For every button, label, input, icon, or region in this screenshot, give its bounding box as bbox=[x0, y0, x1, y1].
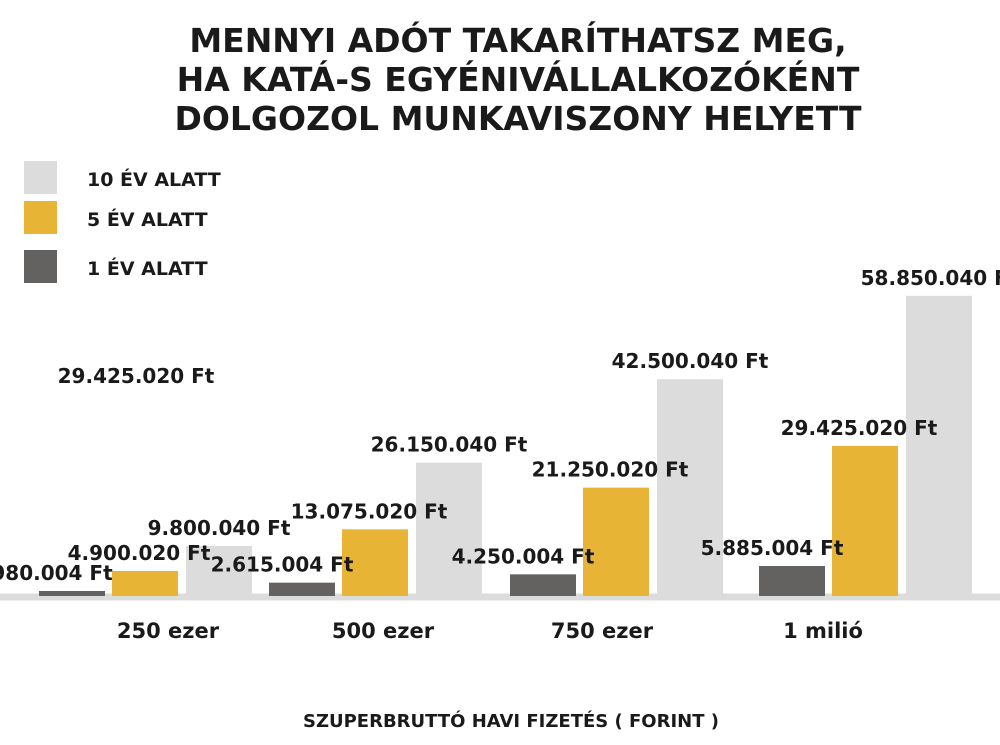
bar bbox=[186, 546, 252, 596]
chart-data-labels: 980.004 Ft4.900.020 Ft9.800.040 Ft 2.615.… bbox=[0, 266, 1000, 585]
bar bbox=[583, 487, 649, 596]
chart-category-labels: 250 ezer 500 ezer 750 ezer 1 milió bbox=[117, 619, 863, 643]
chart-extra-labels: 29.425.020 Ft bbox=[58, 364, 215, 388]
bar bbox=[112, 571, 178, 596]
data-label: 13.075.020 Ft bbox=[291, 499, 448, 523]
category-label: 1 milió bbox=[783, 619, 863, 643]
data-label: 26.150.040 Ft bbox=[371, 433, 528, 457]
bar bbox=[657, 379, 723, 596]
category-label: 750 ezer bbox=[551, 619, 654, 643]
legend-swatch bbox=[24, 201, 57, 234]
data-label: 5.885.004 Ft bbox=[701, 536, 844, 560]
x-axis-title: SZUPERBRUTTÓ HAVI FIZETÉS ( FORINT ) bbox=[303, 710, 719, 732]
data-label: 29.425.020 Ft bbox=[781, 416, 938, 440]
legend-swatch bbox=[24, 161, 57, 194]
legend-label: 5 ÉV ALATT bbox=[87, 208, 208, 231]
chart-title: MENNYI ADÓT TAKARÍTHATSZ MEG,HA KATÁ-S E… bbox=[174, 20, 862, 138]
bar bbox=[342, 529, 408, 596]
data-label: 2.615.004 Ft bbox=[211, 553, 354, 577]
data-label: 980.004 Ft bbox=[0, 561, 113, 585]
bar bbox=[510, 574, 576, 596]
bar bbox=[759, 565, 825, 596]
bar bbox=[39, 591, 105, 596]
legend-label: 10 ÉV ALATT bbox=[87, 168, 221, 191]
legend-label: 1 ÉV ALATT bbox=[87, 257, 208, 280]
data-label: 21.250.020 Ft bbox=[532, 458, 689, 482]
bar bbox=[832, 445, 898, 596]
data-label: 58.850.040 Ft bbox=[861, 266, 1000, 290]
data-label: 9.800.040 Ft bbox=[148, 516, 291, 540]
bar bbox=[416, 462, 482, 596]
chart-title-line: DOLGOZOL MUNKAVISZONY HELYETT bbox=[174, 99, 862, 138]
extra-data-label: 29.425.020 Ft bbox=[58, 364, 215, 388]
category-label: 250 ezer bbox=[117, 619, 220, 643]
chart-bars bbox=[39, 295, 972, 596]
bar bbox=[906, 295, 972, 596]
data-label: 4.900.020 Ft bbox=[68, 541, 211, 565]
legend-swatch bbox=[24, 250, 57, 283]
chart-title-line: HA KATÁ-S EGYÉNIVÁLLALKOZÓKÉNT bbox=[177, 59, 860, 99]
data-label: 4.250.004 Ft bbox=[452, 544, 595, 568]
category-label: 500 ezer bbox=[332, 619, 435, 643]
chart-title-line: MENNYI ADÓT TAKARÍTHATSZ MEG, bbox=[189, 20, 846, 60]
chart-legend: 10 ÉV ALATT 5 ÉV ALATT 1 ÉV ALATT bbox=[24, 161, 221, 283]
data-label: 42.500.040 Ft bbox=[612, 349, 769, 373]
bar bbox=[269, 582, 335, 596]
